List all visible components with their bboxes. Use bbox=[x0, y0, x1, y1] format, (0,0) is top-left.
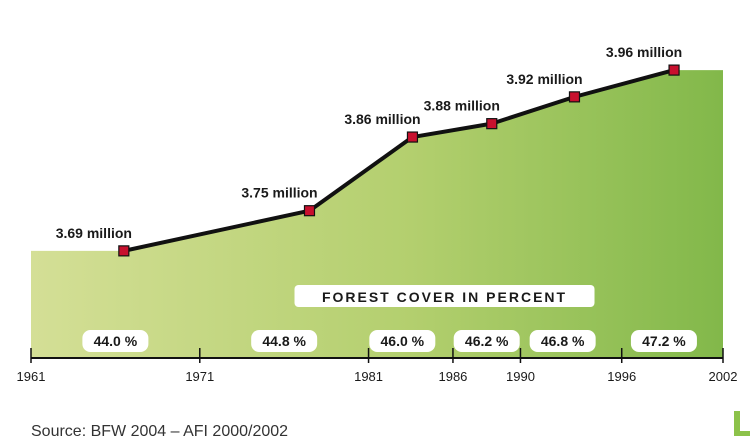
x-tick-label: 1996 bbox=[607, 369, 636, 384]
data-point bbox=[568, 91, 581, 103]
percent-pill bbox=[630, 330, 697, 352]
percent-labels: 44.0 % 44.8 % 46.0 % 46.2 % 46.8 % 47.2 % bbox=[82, 330, 697, 352]
percent-pill bbox=[453, 330, 520, 352]
x-axis: 1961 1971 1981 1986 1990 1996 2002 bbox=[17, 348, 738, 384]
banner-title: FOREST COVER IN PERCENT bbox=[322, 289, 567, 305]
banner-background bbox=[294, 285, 595, 307]
value-label: 3.86 million bbox=[344, 111, 420, 127]
percent-pill bbox=[369, 330, 436, 352]
x-tick-label: 1981 bbox=[354, 369, 383, 384]
value-label: 3.75 million bbox=[241, 185, 317, 201]
x-tick-label: 1990 bbox=[506, 369, 535, 384]
percent-label: 47.2 % bbox=[642, 333, 686, 349]
data-point bbox=[303, 205, 316, 217]
percent-label: 44.0 % bbox=[94, 333, 138, 349]
data-point bbox=[486, 118, 498, 130]
x-tick-label: 1971 bbox=[185, 369, 214, 384]
percent-pill bbox=[529, 330, 596, 352]
percent-label: 44.8 % bbox=[262, 333, 306, 349]
value-label: 3.92 million bbox=[506, 71, 582, 87]
x-tick-label: 2002 bbox=[709, 369, 738, 384]
value-labels: 3.69 million 3.75 million 3.86 million3.88… bbox=[56, 44, 682, 241]
value-label: 3.88 million bbox=[424, 98, 500, 114]
data-point bbox=[406, 131, 419, 143]
source-note: Source: BFW 2004 – AFI 2000/2002 bbox=[31, 423, 289, 440]
percent-label: 46.2 % bbox=[465, 333, 509, 349]
forest-area-line bbox=[118, 64, 680, 257]
data-point bbox=[668, 64, 680, 76]
percent-pill bbox=[82, 330, 149, 352]
data-point bbox=[118, 245, 130, 257]
percent-label: 46.0 % bbox=[381, 333, 425, 349]
series-line bbox=[123, 68, 675, 253]
x-tick-label: 1986 bbox=[438, 369, 467, 384]
forest-cover-banner: FOREST COVER IN PERCENT bbox=[294, 285, 595, 307]
x-tick-label: 1961 bbox=[17, 369, 46, 384]
value-label: 3.69 million bbox=[56, 225, 132, 241]
percent-label: 46.8 % bbox=[541, 333, 585, 349]
value-label: 3.96 million bbox=[606, 44, 682, 60]
percent-pill bbox=[251, 330, 318, 352]
logo-mark-icon bbox=[734, 411, 750, 436]
